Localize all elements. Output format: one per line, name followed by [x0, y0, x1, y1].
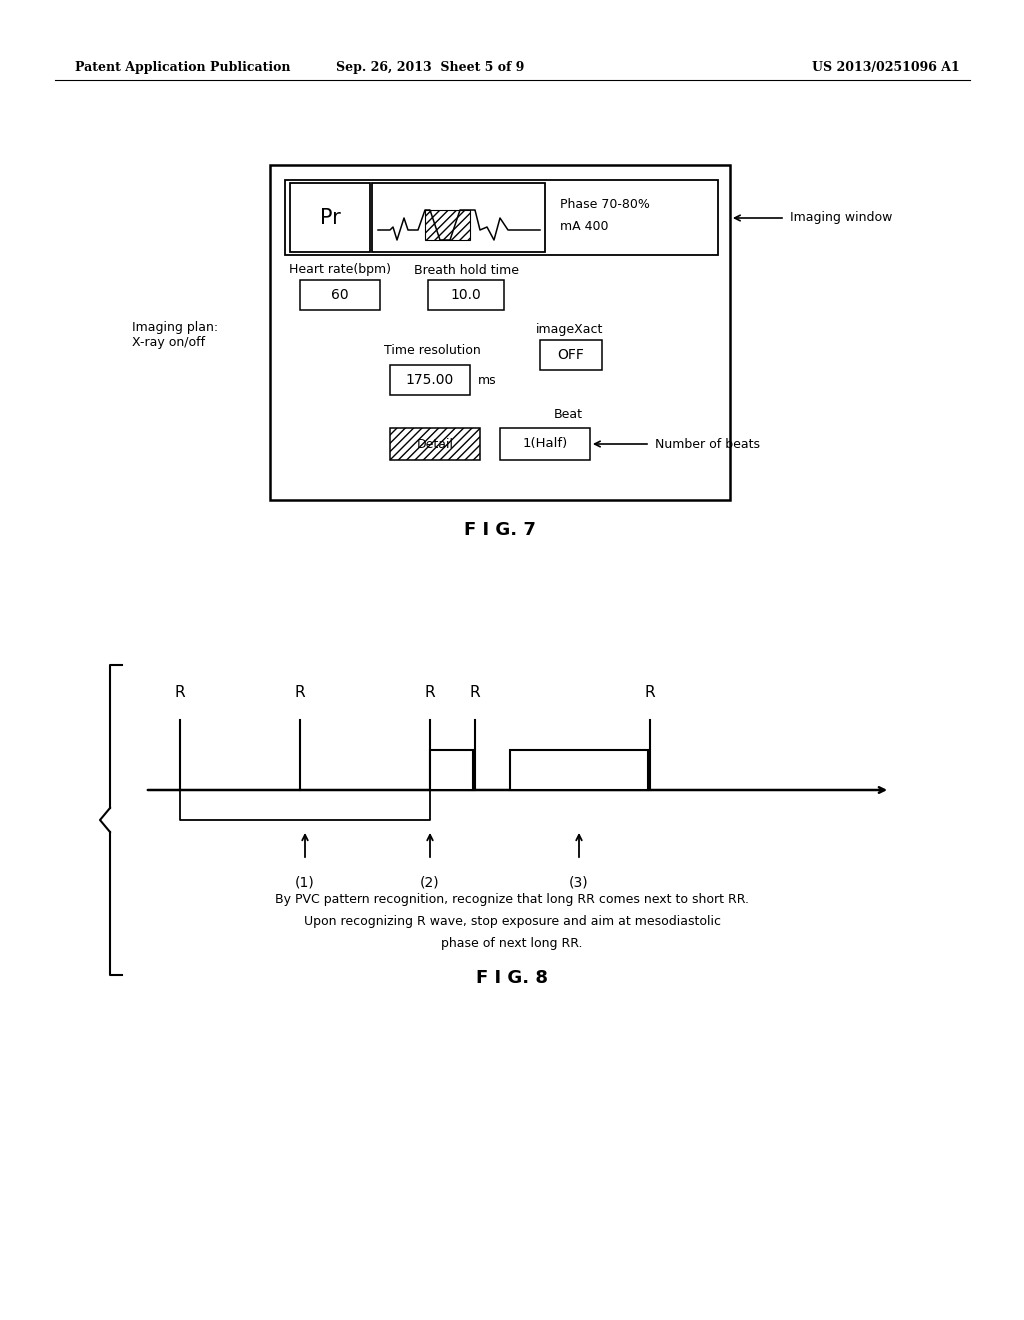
Text: Number of beats: Number of beats	[655, 437, 760, 450]
Text: Time resolution: Time resolution	[384, 343, 480, 356]
Text: Breath hold time: Breath hold time	[414, 264, 518, 276]
Bar	[540, 341, 602, 370]
Text: 10.0: 10.0	[451, 288, 481, 302]
Text: phase of next long RR.: phase of next long RR.	[441, 937, 583, 950]
Text: R: R	[295, 685, 305, 700]
Text: Imaging window: Imaging window	[790, 211, 892, 224]
Text: ms: ms	[478, 374, 497, 387]
Bar	[425, 210, 470, 240]
Bar	[430, 750, 473, 789]
Text: 60: 60	[331, 288, 349, 302]
Bar	[390, 366, 470, 395]
Text: Patent Application Publication: Patent Application Publication	[75, 62, 291, 74]
Text: mA 400: mA 400	[560, 220, 608, 234]
Text: US 2013/0251096 A1: US 2013/0251096 A1	[812, 62, 961, 74]
Text: OFF: OFF	[557, 348, 585, 362]
Text: Imaging plan:
X-ray on/off: Imaging plan: X-ray on/off	[132, 321, 218, 348]
Text: By PVC pattern recognition, recognize that long RR comes next to short RR.: By PVC pattern recognition, recognize th…	[275, 894, 749, 907]
Text: (2): (2)	[420, 875, 440, 888]
Text: 175.00: 175.00	[406, 374, 454, 387]
Bar	[510, 750, 648, 789]
Text: Upon recognizing R wave, stop exposure and aim at mesodiastolic: Upon recognizing R wave, stop exposure a…	[303, 916, 721, 928]
Text: Sep. 26, 2013  Sheet 5 of 9: Sep. 26, 2013 Sheet 5 of 9	[336, 62, 524, 74]
Bar	[285, 180, 718, 255]
Text: 1(Half): 1(Half)	[522, 437, 567, 450]
Text: Phase 70-80%: Phase 70-80%	[560, 198, 650, 211]
Text: R: R	[425, 685, 435, 700]
Text: (1): (1)	[295, 875, 314, 888]
Bar	[290, 183, 370, 252]
Bar	[300, 280, 380, 310]
Text: R: R	[175, 685, 185, 700]
Text: R: R	[645, 685, 655, 700]
Text: Detail: Detail	[417, 437, 454, 450]
Text: F I G. 8: F I G. 8	[476, 969, 548, 987]
Text: Beat: Beat	[554, 408, 583, 421]
Text: F I G. 7: F I G. 7	[464, 521, 536, 539]
Text: (3): (3)	[569, 875, 589, 888]
Bar	[390, 428, 480, 459]
Text: Pr: Pr	[319, 209, 340, 228]
Bar	[428, 280, 504, 310]
Bar	[500, 428, 590, 459]
Bar	[372, 183, 545, 252]
Bar	[270, 165, 730, 500]
Text: Heart rate(bpm): Heart rate(bpm)	[289, 264, 391, 276]
Text: R: R	[470, 685, 480, 700]
Text: imageXact: imageXact	[537, 323, 604, 337]
